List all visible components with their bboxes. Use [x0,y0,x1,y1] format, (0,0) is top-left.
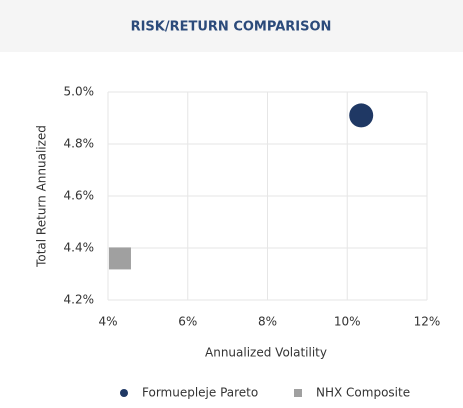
y-tick-label: 5.0% [64,85,95,99]
x-tick-label: 10% [334,315,361,329]
x-axis-label: Annualized Volatility [205,346,327,360]
legend-marker [120,389,128,397]
y-tick-label: 4.2% [64,293,95,307]
x-tick-label: 4% [98,315,117,329]
y-tick-label: 4.6% [64,189,95,203]
y-tick-label: 4.4% [64,241,95,255]
point [349,103,374,128]
point [108,247,131,270]
legend-label: Formuepleje Pareto [142,386,258,400]
chart-title: RISK/RETURN COMPARISON [131,20,332,35]
x-tick-label: 6% [178,315,197,329]
y-tick-label: 4.8% [64,137,95,151]
legend-marker [294,389,302,397]
header-band [0,0,463,52]
x-tick-label: 12% [414,315,441,329]
x-tick-label: 8% [258,315,277,329]
y-axis-label: Total Return Annualized [35,125,49,268]
legend-label: NHX Composite [316,386,410,400]
